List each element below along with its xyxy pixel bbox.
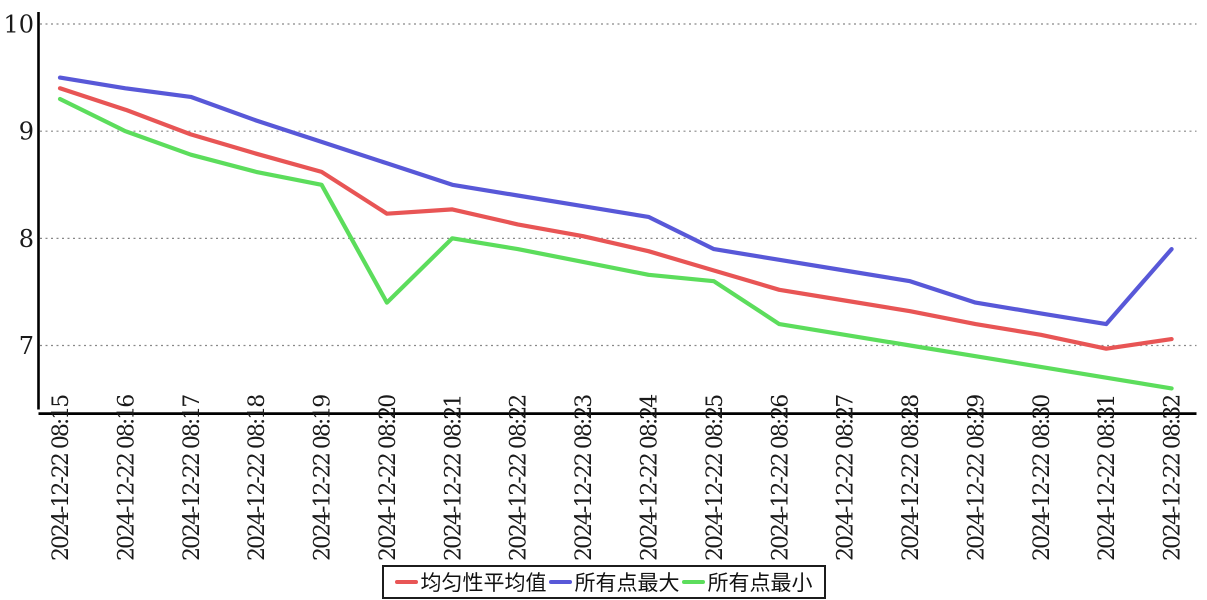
x-tick-label: 2024-12-22 08:27: [834, 395, 859, 561]
x-tick-label: 2024-12-22 08:21: [441, 396, 466, 561]
x-tick-label: 2024-12-22 08:22: [507, 396, 532, 561]
y-tick-label: 8: [19, 225, 34, 253]
legend-label-min: 所有点最小: [707, 571, 813, 595]
x-tick-label: 2024-12-22 08:30: [1030, 395, 1055, 561]
legend: 均匀性平均值 所有点最大 所有点最小: [381, 565, 826, 599]
y-tick-label: 7: [19, 332, 34, 360]
x-tick-label: 2024-12-22 08:24: [638, 395, 663, 561]
series-line: [57, 86, 1174, 351]
legend-dash-average-icon: [394, 580, 418, 584]
series-line: [57, 96, 1174, 391]
x-tick-label: 2024-12-22 08:16: [114, 395, 139, 561]
y-tick-label: 10: [3, 11, 34, 39]
x-tick-label: 2024-12-22 08:18: [245, 395, 270, 561]
x-tick-label: 2024-12-22 08:29: [964, 395, 989, 561]
legend-label-average: 均匀性平均值: [420, 571, 547, 595]
legend-item-min: 所有点最小: [681, 567, 813, 597]
series-line: [57, 75, 1174, 327]
legend-dash-max-icon: [548, 580, 572, 584]
x-tick-label: 2024-12-22 08:15: [49, 395, 74, 561]
x-tick-label: 2024-12-22 08:32: [1161, 396, 1186, 561]
legend-dash-min-icon: [681, 580, 705, 584]
legend-item-average: 均匀性平均值: [394, 567, 547, 597]
x-tick-label: 2024-12-22 08:17: [180, 395, 205, 561]
x-tick-label: 2024-12-22 08:20: [376, 395, 401, 561]
x-tick-label: 2024-12-22 08:19: [311, 395, 336, 561]
y-tick-label: 9: [19, 118, 34, 146]
x-tick-label: 2024-12-22 08:23: [572, 395, 597, 561]
x-tick-label: 2024-12-22 08:28: [899, 395, 924, 561]
x-tick-label: 2024-12-22 08:26: [768, 395, 793, 561]
legend-label-max: 所有点最大: [574, 571, 680, 595]
legend-item-max: 所有点最大: [548, 567, 680, 597]
x-tick-label: 2024-12-22 08:25: [703, 395, 728, 561]
x-tick-label: 2024-12-22 08:31: [1095, 396, 1120, 561]
